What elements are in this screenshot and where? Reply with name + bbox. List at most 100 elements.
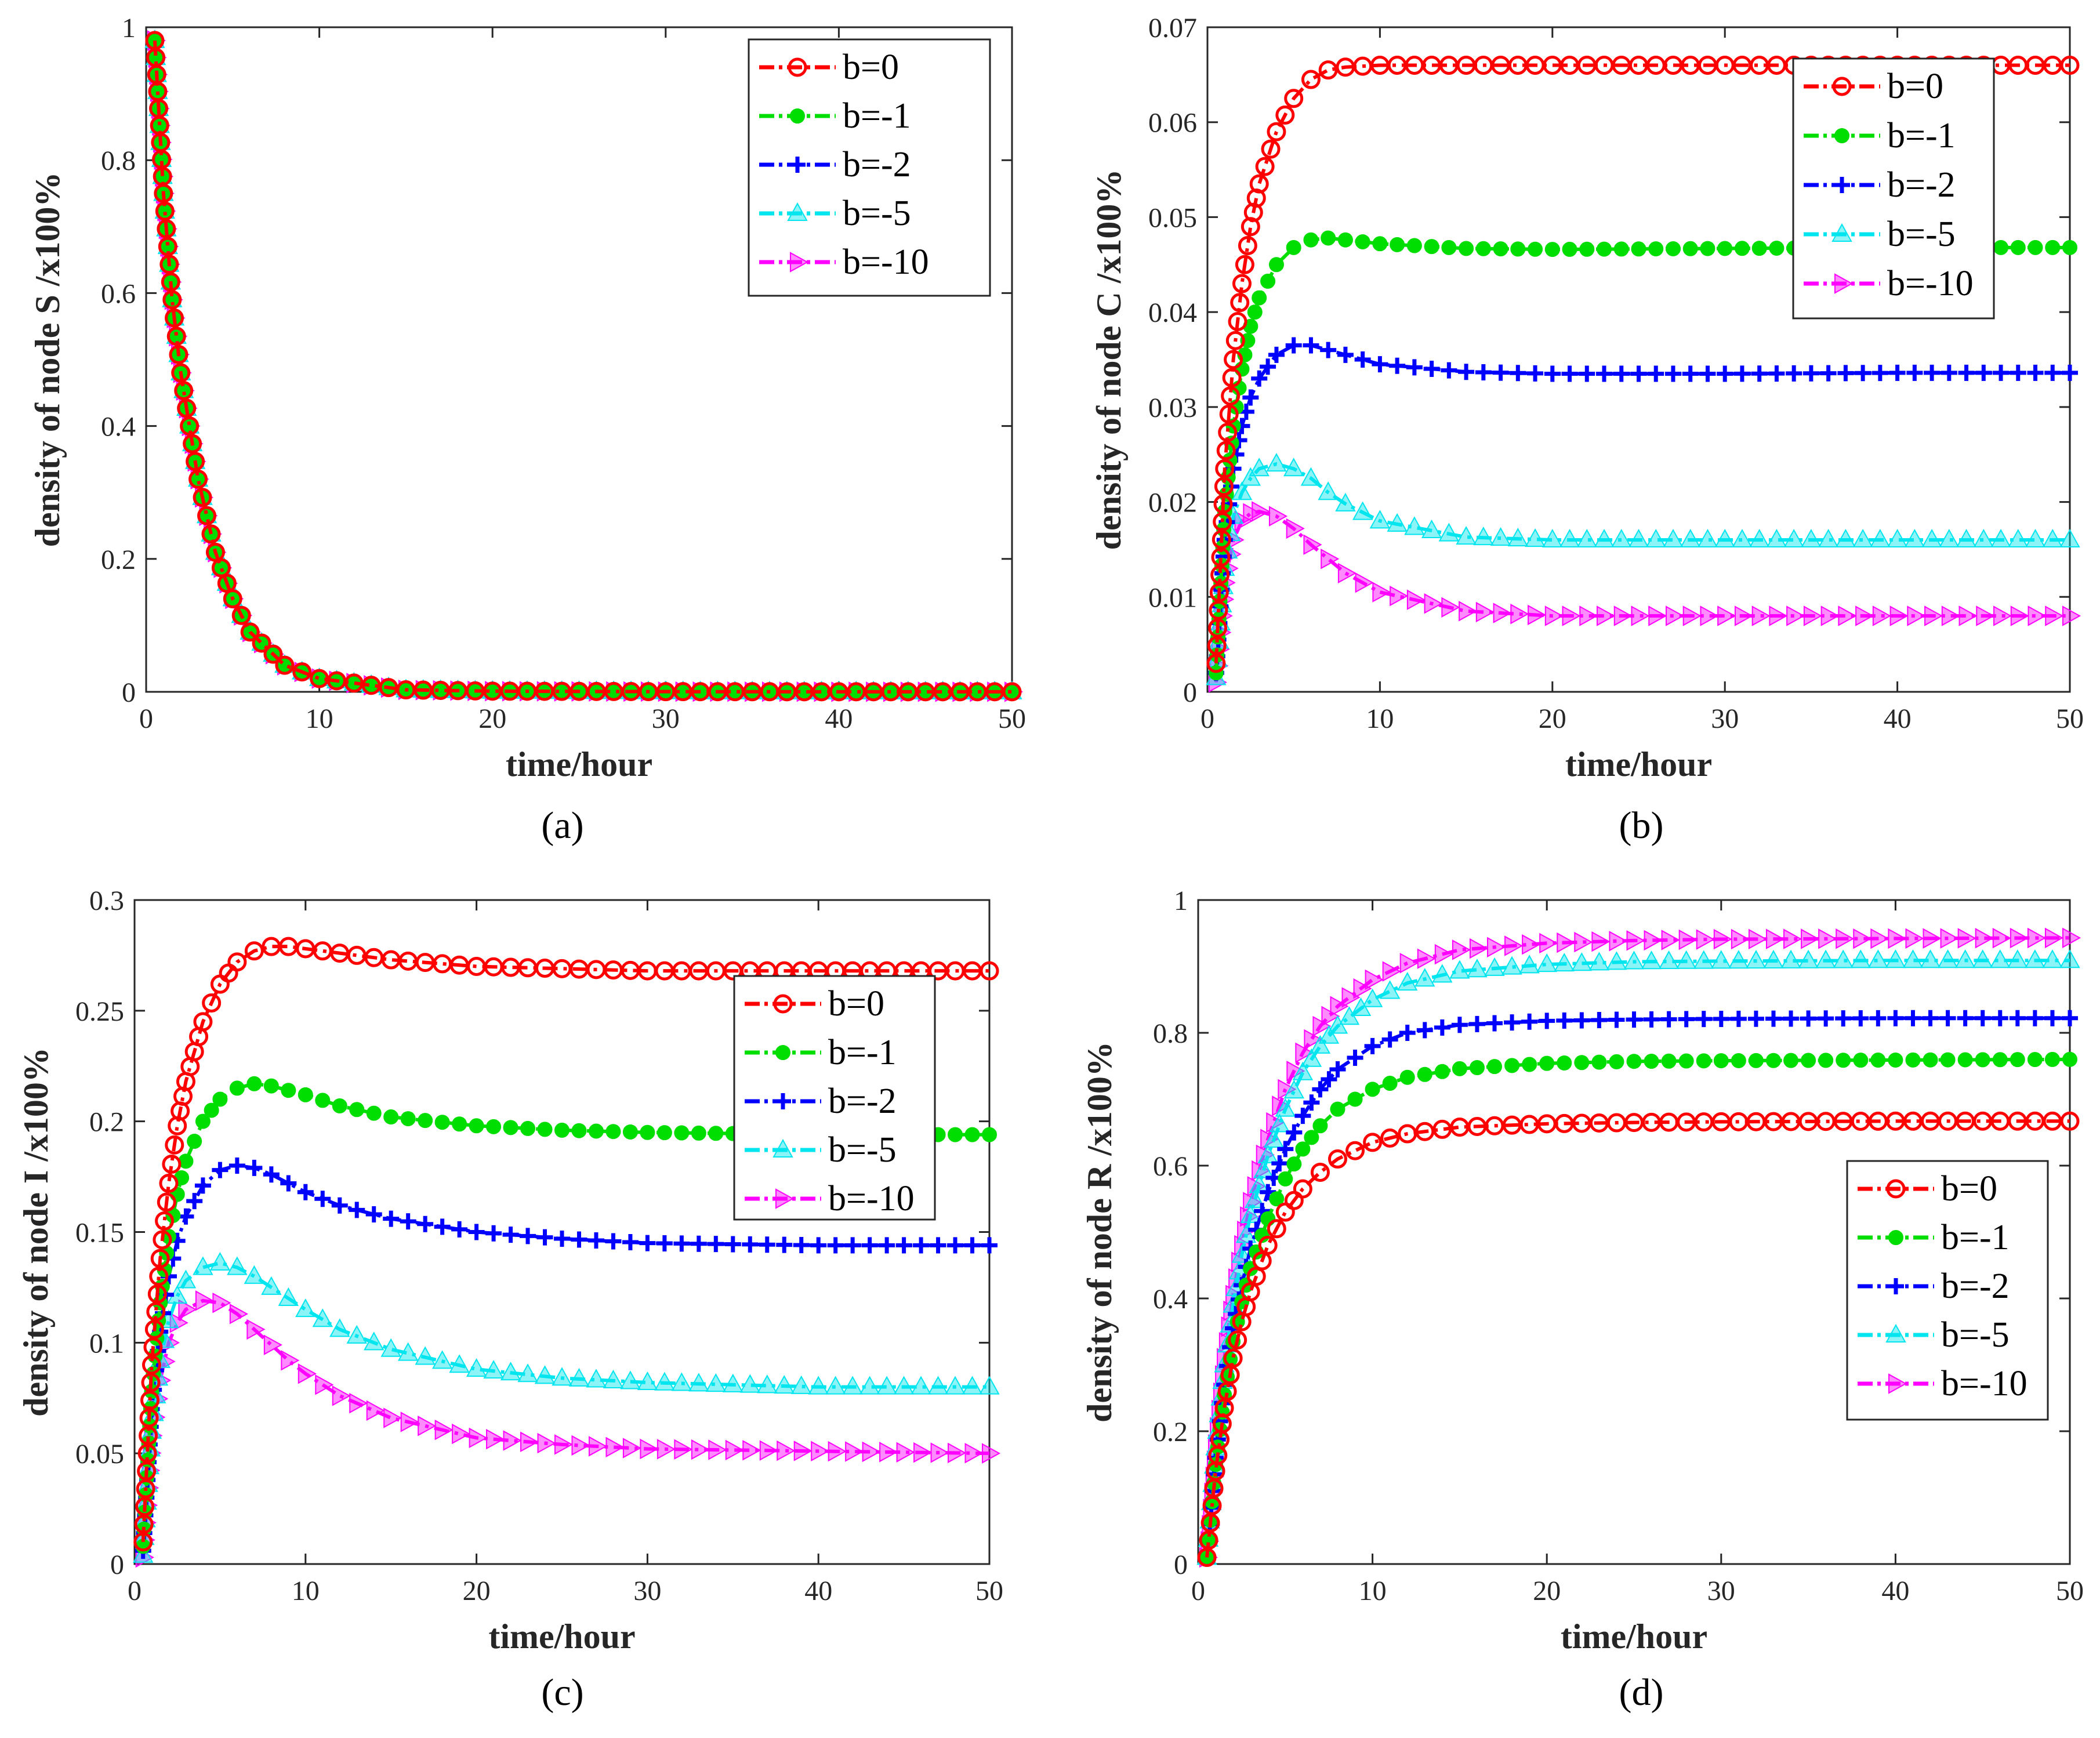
x-tick-label: 50: [998, 703, 1026, 734]
data-point: [2042, 949, 2063, 968]
data-point: [1700, 605, 1719, 626]
data-point: [1221, 386, 1241, 406]
data-point: [1209, 583, 1229, 603]
data-point: [534, 1365, 556, 1384]
data-point: [400, 1412, 419, 1432]
legend-label: b=-10: [1941, 1364, 2028, 1403]
data-point: [1837, 365, 1854, 382]
data-point: [1268, 346, 1285, 363]
data-point: [2060, 55, 2080, 75]
data-point: [2008, 528, 2029, 548]
data-point: [1682, 605, 1702, 626]
data-point: [193, 1256, 213, 1275]
data-point: [1850, 949, 1871, 968]
data-point: [1561, 365, 1578, 382]
y-tick-label: 0.3: [89, 886, 124, 916]
data-point: [1224, 350, 1243, 369]
data-point: [1355, 234, 1370, 249]
data-point: [588, 1123, 604, 1139]
data-point: [1310, 1162, 1330, 1182]
data-point: [1885, 949, 1906, 968]
data-point: [500, 1362, 521, 1381]
data-point: [1855, 365, 1871, 382]
legend-item: b=-10: [1858, 1364, 2028, 1403]
legend-swatch-marker: [775, 1045, 790, 1060]
data-point: [1493, 241, 1508, 257]
data-point: [1751, 241, 1767, 256]
data-point: [1675, 950, 1697, 969]
data-point: [1665, 605, 1685, 626]
data-point: [365, 1206, 382, 1222]
data-point: [227, 952, 247, 972]
data-point: [520, 1228, 536, 1244]
data-point: [202, 993, 222, 1013]
series-line: [141, 945, 989, 1542]
data-point: [1328, 1149, 1347, 1169]
data-point: [1321, 230, 1336, 246]
data-point: [332, 1098, 347, 1113]
data-point: [586, 1369, 607, 1388]
legend-item: b=-1: [759, 96, 911, 136]
legend-box: [1846, 1160, 2049, 1421]
data-point: [231, 605, 251, 625]
data-point: [452, 1423, 471, 1445]
data-point: [1818, 1053, 1834, 1068]
data-point: [640, 1438, 659, 1460]
legend-item: b=0: [1858, 1169, 1997, 1209]
data-point: [1225, 331, 1245, 350]
data-point: [1510, 241, 1526, 257]
data-point: [137, 1461, 157, 1481]
data-point: [201, 524, 221, 544]
data-point: [1473, 527, 1494, 546]
data-point: [2045, 240, 2061, 255]
data-point: [1780, 949, 1801, 968]
data-point: [688, 1373, 709, 1392]
data-point: [1354, 351, 1371, 368]
data-point: [911, 1376, 931, 1395]
data-point: [1267, 1219, 1286, 1239]
data-point: [1993, 364, 2010, 381]
data-point: [1269, 1191, 1285, 1207]
data-point: [656, 1235, 673, 1251]
data-point: [1557, 932, 1576, 953]
data-point: [2059, 528, 2080, 548]
data-point: [2062, 605, 2081, 626]
data-point: [708, 1236, 724, 1253]
data-point: [1678, 1011, 1695, 1028]
data-point: [1852, 528, 1873, 548]
data-point: [153, 1230, 172, 1250]
x-tick-label: 10: [292, 1576, 320, 1606]
data-point: [1353, 978, 1372, 999]
legend-label: b=-2: [843, 145, 911, 184]
x-tick-label: 30: [633, 1576, 661, 1606]
data-point: [1330, 996, 1349, 1017]
data-point: [1231, 481, 1253, 500]
panel-caption: (c): [541, 1671, 583, 1714]
data-point: [2044, 1010, 2061, 1026]
data-point: [811, 1441, 830, 1462]
data-point: [157, 1192, 176, 1212]
data-point: [1786, 605, 1805, 626]
data-point: [1337, 232, 1353, 248]
data-point: [1218, 423, 1238, 442]
data-point: [1956, 528, 1977, 548]
data-point: [774, 1375, 795, 1394]
data-point: [139, 1426, 158, 1446]
legend-label: b=-1: [1887, 116, 1956, 155]
data-point: [1303, 232, 1319, 248]
data-point: [1871, 365, 1888, 382]
data-point: [1301, 70, 1321, 89]
data-point: [502, 1227, 519, 1243]
data-point: [896, 1442, 915, 1463]
data-point: [1696, 929, 1715, 950]
x-tick-label: 20: [1533, 1576, 1561, 1606]
data-point: [434, 1420, 454, 1441]
data-point: [1252, 501, 1271, 522]
data-point: [1320, 342, 1337, 358]
data-point: [1207, 636, 1227, 655]
data-point: [1697, 528, 1718, 548]
legend-item: b=-1: [745, 1033, 897, 1072]
data-point: [1522, 934, 1541, 955]
data-point: [171, 363, 191, 383]
data-point: [1973, 528, 1994, 548]
